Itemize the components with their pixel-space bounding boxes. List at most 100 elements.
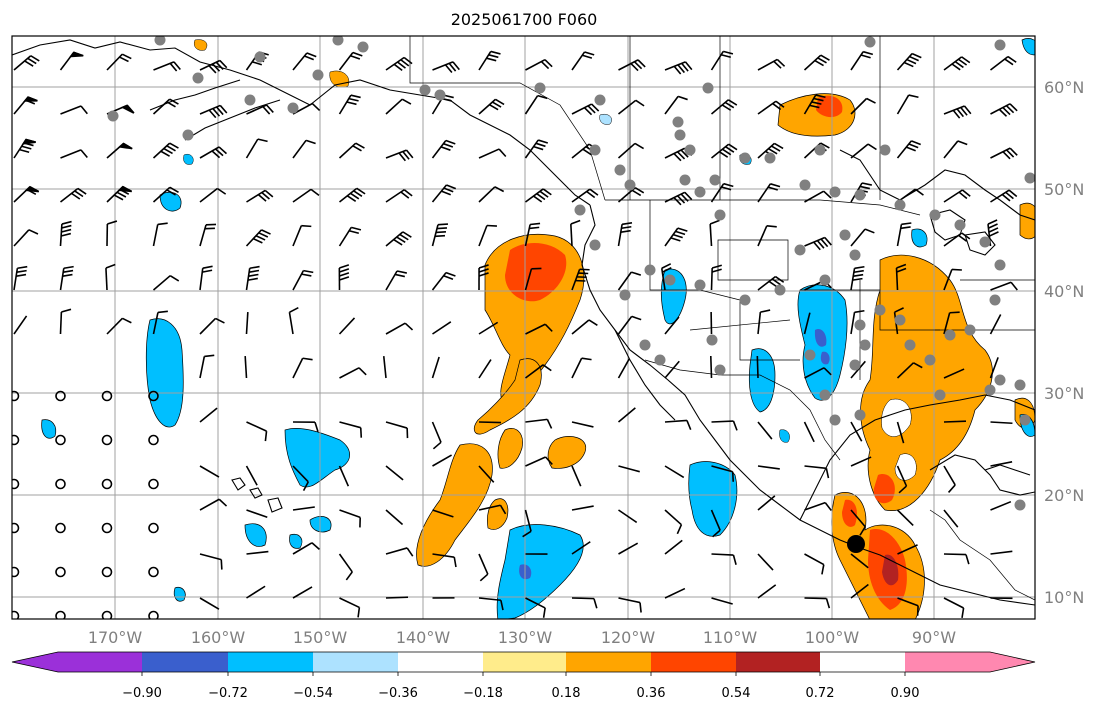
- wind-barb: [850, 509, 866, 536]
- wind-barb: [571, 505, 594, 511]
- calm-circle: [148, 390, 159, 402]
- wind-barb: [478, 50, 501, 71]
- wind-barb: [943, 465, 956, 493]
- calm-circle: [101, 522, 113, 534]
- wind-barb: [106, 142, 133, 159]
- wind-barb: [339, 597, 361, 618]
- station-dot: [672, 116, 684, 128]
- wind-barb: [245, 138, 268, 159]
- calm-circle: [101, 434, 113, 446]
- latitude-labels: 60°N 50°N 40°N 30°N 20°N 10°N: [1044, 78, 1084, 607]
- station-dot: [994, 39, 1006, 51]
- wind-barb: [618, 465, 640, 473]
- wind-barb: [152, 275, 180, 291]
- wind-barb: [246, 189, 274, 203]
- wind-barb: [943, 189, 971, 203]
- station-dot: [287, 102, 299, 114]
- lat-tick-label: 30°N: [1044, 384, 1084, 403]
- station-dot: [714, 364, 726, 376]
- wind-barb: [13, 96, 38, 115]
- lat-tick-label: 50°N: [1044, 180, 1084, 199]
- wind-barb: [292, 357, 313, 379]
- station-dot: [1014, 379, 1026, 391]
- colorbar-segment: [142, 652, 228, 672]
- lat-tick-label: 20°N: [1044, 486, 1084, 505]
- wind-barb: [199, 146, 228, 159]
- wind-barb: [711, 597, 733, 605]
- wind-barb: [385, 149, 414, 162]
- wind-barb: [757, 553, 774, 571]
- wind-barb: [385, 547, 414, 557]
- wind-barb: [757, 584, 777, 599]
- wind-barb: [385, 231, 412, 247]
- station-dot: [994, 374, 1006, 386]
- colorbar-labels: −0.90 −0.72 −0.54 −0.36 −0.18 0.18 0.36 0.54 0.7…: [122, 672, 919, 701]
- wind-barb: [711, 465, 735, 482]
- station-dot: [614, 164, 626, 176]
- wind-barb: [618, 59, 646, 72]
- wind-barb: [757, 183, 781, 203]
- colorbar-extension-max: [990, 652, 1035, 672]
- wind-barb: [896, 140, 921, 159]
- station-dot: [419, 84, 431, 96]
- lon-tick-label: 110°W: [703, 628, 758, 647]
- station-dot: [1019, 414, 1031, 426]
- colorbar-tick-label: −0.90: [122, 686, 162, 701]
- calm-circle: [12, 566, 20, 578]
- wind-barb: [896, 222, 912, 247]
- wind-barb: [338, 465, 350, 487]
- wind-barb: [385, 465, 404, 481]
- wind-barb: [571, 51, 595, 71]
- station-dot: [799, 179, 811, 191]
- station-dot: [839, 229, 851, 241]
- station-dot: [879, 144, 891, 156]
- wind-barb: [525, 597, 546, 618]
- wind-barb: [478, 504, 507, 515]
- wind-barb: [804, 553, 825, 575]
- calm-circle: [12, 478, 20, 490]
- wind-barb: [246, 550, 269, 555]
- calm-circle: [55, 566, 66, 578]
- wind-barb: [13, 55, 40, 71]
- lon-tick-label: 130°W: [498, 628, 553, 647]
- wind-barb: [59, 265, 74, 291]
- wind-barb: [943, 311, 960, 335]
- wind-barb: [525, 364, 552, 379]
- lat-tick-label: 60°N: [1044, 78, 1084, 97]
- wind-barb: [199, 553, 223, 570]
- wind-barb: [338, 226, 362, 247]
- wind-barb: [13, 185, 40, 203]
- wind-barb: [571, 357, 592, 379]
- lat-lon-grid: [12, 36, 1035, 619]
- wind-barb: [60, 105, 88, 115]
- wind-barb: [943, 509, 959, 528]
- wind-barb: [990, 550, 1013, 555]
- wind-barb: [153, 61, 181, 72]
- station-dot: [829, 414, 841, 426]
- wind-barb: [524, 267, 542, 291]
- wind-barb: [478, 224, 497, 247]
- station-dot: [819, 274, 831, 286]
- wind-barb: [199, 597, 220, 610]
- lon-tick-label: 140°W: [396, 628, 451, 647]
- wind-barb: [757, 421, 773, 440]
- station-dot: [154, 36, 166, 46]
- wind-barb: [245, 229, 271, 247]
- wind-barb: [431, 223, 449, 247]
- wind-barb: [106, 317, 132, 335]
- wind-barb: [850, 143, 877, 159]
- station-dot: [904, 339, 916, 351]
- wind-barb: [943, 368, 965, 379]
- wind-barb: [943, 232, 971, 247]
- calm-circle: [12, 522, 20, 534]
- wind-barb: [943, 56, 971, 71]
- calm-circle: [101, 390, 113, 402]
- wind-barb: [525, 323, 553, 335]
- wind-barb: [525, 59, 553, 71]
- wind-barb: [199, 498, 228, 511]
- wind-barb: [850, 97, 876, 115]
- station-dot: [694, 186, 706, 198]
- wind-barb: [385, 56, 413, 72]
- wind-barb: [617, 358, 630, 379]
